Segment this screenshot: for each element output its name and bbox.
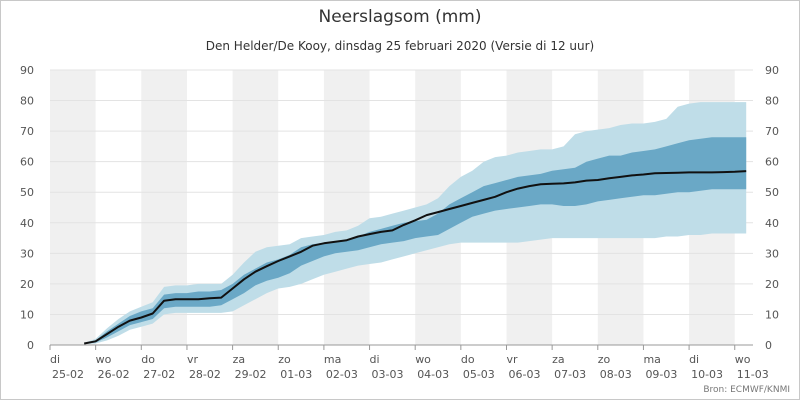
y-tick-label-right: 30	[765, 247, 779, 260]
x-tick-date: 05-03	[463, 368, 495, 381]
y-tick-label-right: 90	[765, 64, 779, 77]
x-tick-day: di	[370, 353, 380, 366]
x-tick-date: 09-03	[645, 368, 677, 381]
y-tick-label-left: 10	[20, 308, 34, 321]
x-tick-day: za	[233, 353, 246, 366]
y-tick-label-right: 0	[765, 339, 772, 352]
y-tick-label-right: 10	[765, 308, 779, 321]
y-tick-label-left: 80	[20, 95, 34, 108]
y-tick-label-left: 70	[20, 125, 34, 138]
x-tick-day: do	[141, 353, 155, 366]
y-tick-label-left: 30	[20, 247, 34, 260]
x-tick-day: za	[552, 353, 565, 366]
x-tick-date: 26-02	[98, 368, 130, 381]
x-tick-day: zo	[598, 353, 611, 366]
x-tick-date: 08-03	[600, 368, 632, 381]
x-tick-date: 07-03	[554, 368, 586, 381]
y-tick-label-left: 90	[20, 64, 34, 77]
y-tick-label-left: 0	[27, 339, 34, 352]
y-tick-label-right: 70	[765, 125, 779, 138]
y-tick-label-left: 40	[20, 217, 34, 230]
x-tick-date: 06-03	[508, 368, 540, 381]
x-tick-date: 28-02	[189, 368, 221, 381]
x-tick-day: vr	[506, 353, 518, 366]
source-credit: Bron: ECMWF/KNMI	[703, 385, 790, 395]
y-tick-label-right: 40	[765, 217, 779, 230]
day-band	[323, 70, 370, 345]
x-tick-date: 02-03	[326, 368, 358, 381]
y-tick-label-left: 20	[20, 278, 34, 291]
x-tick-day: ma	[324, 353, 341, 366]
x-tick-day: wo	[96, 353, 112, 366]
inner-uncertainty-band	[84, 137, 747, 344]
x-tick-date: 29-02	[235, 368, 267, 381]
x-tick-date: 11-03	[737, 368, 769, 381]
x-tick-date: 01-03	[280, 368, 312, 381]
x-tick-date: 25-02	[52, 368, 84, 381]
x-tick-day: di	[50, 353, 60, 366]
y-tick-label-right: 80	[765, 95, 779, 108]
x-tick-day: wo	[735, 353, 751, 366]
y-tick-label-right: 50	[765, 186, 779, 199]
y-tick-label-right: 20	[765, 278, 779, 291]
chart-title: Neerslagsom (mm)	[318, 7, 482, 27]
y-tick-label-left: 50	[20, 186, 34, 199]
day-band	[50, 70, 96, 345]
chart-subtitle: Den Helder/De Kooy, dinsdag 25 februari …	[205, 39, 595, 53]
x-tick-date: 03-03	[372, 368, 404, 381]
x-tick-day: ma	[643, 353, 660, 366]
x-tick-date: 10-03	[691, 368, 723, 381]
y-tick-label-right: 60	[765, 156, 779, 169]
y-tick-label-left: 60	[20, 156, 34, 169]
x-tick-date: 27-02	[143, 368, 175, 381]
x-tick-date: 04-03	[417, 368, 449, 381]
x-tick-day: wo	[415, 353, 431, 366]
median-line	[84, 170, 747, 345]
x-tick-day: vr	[187, 353, 199, 366]
x-tick-day: di	[689, 353, 699, 366]
x-tick-day: do	[461, 353, 475, 366]
x-tick-day: zo	[278, 353, 291, 366]
